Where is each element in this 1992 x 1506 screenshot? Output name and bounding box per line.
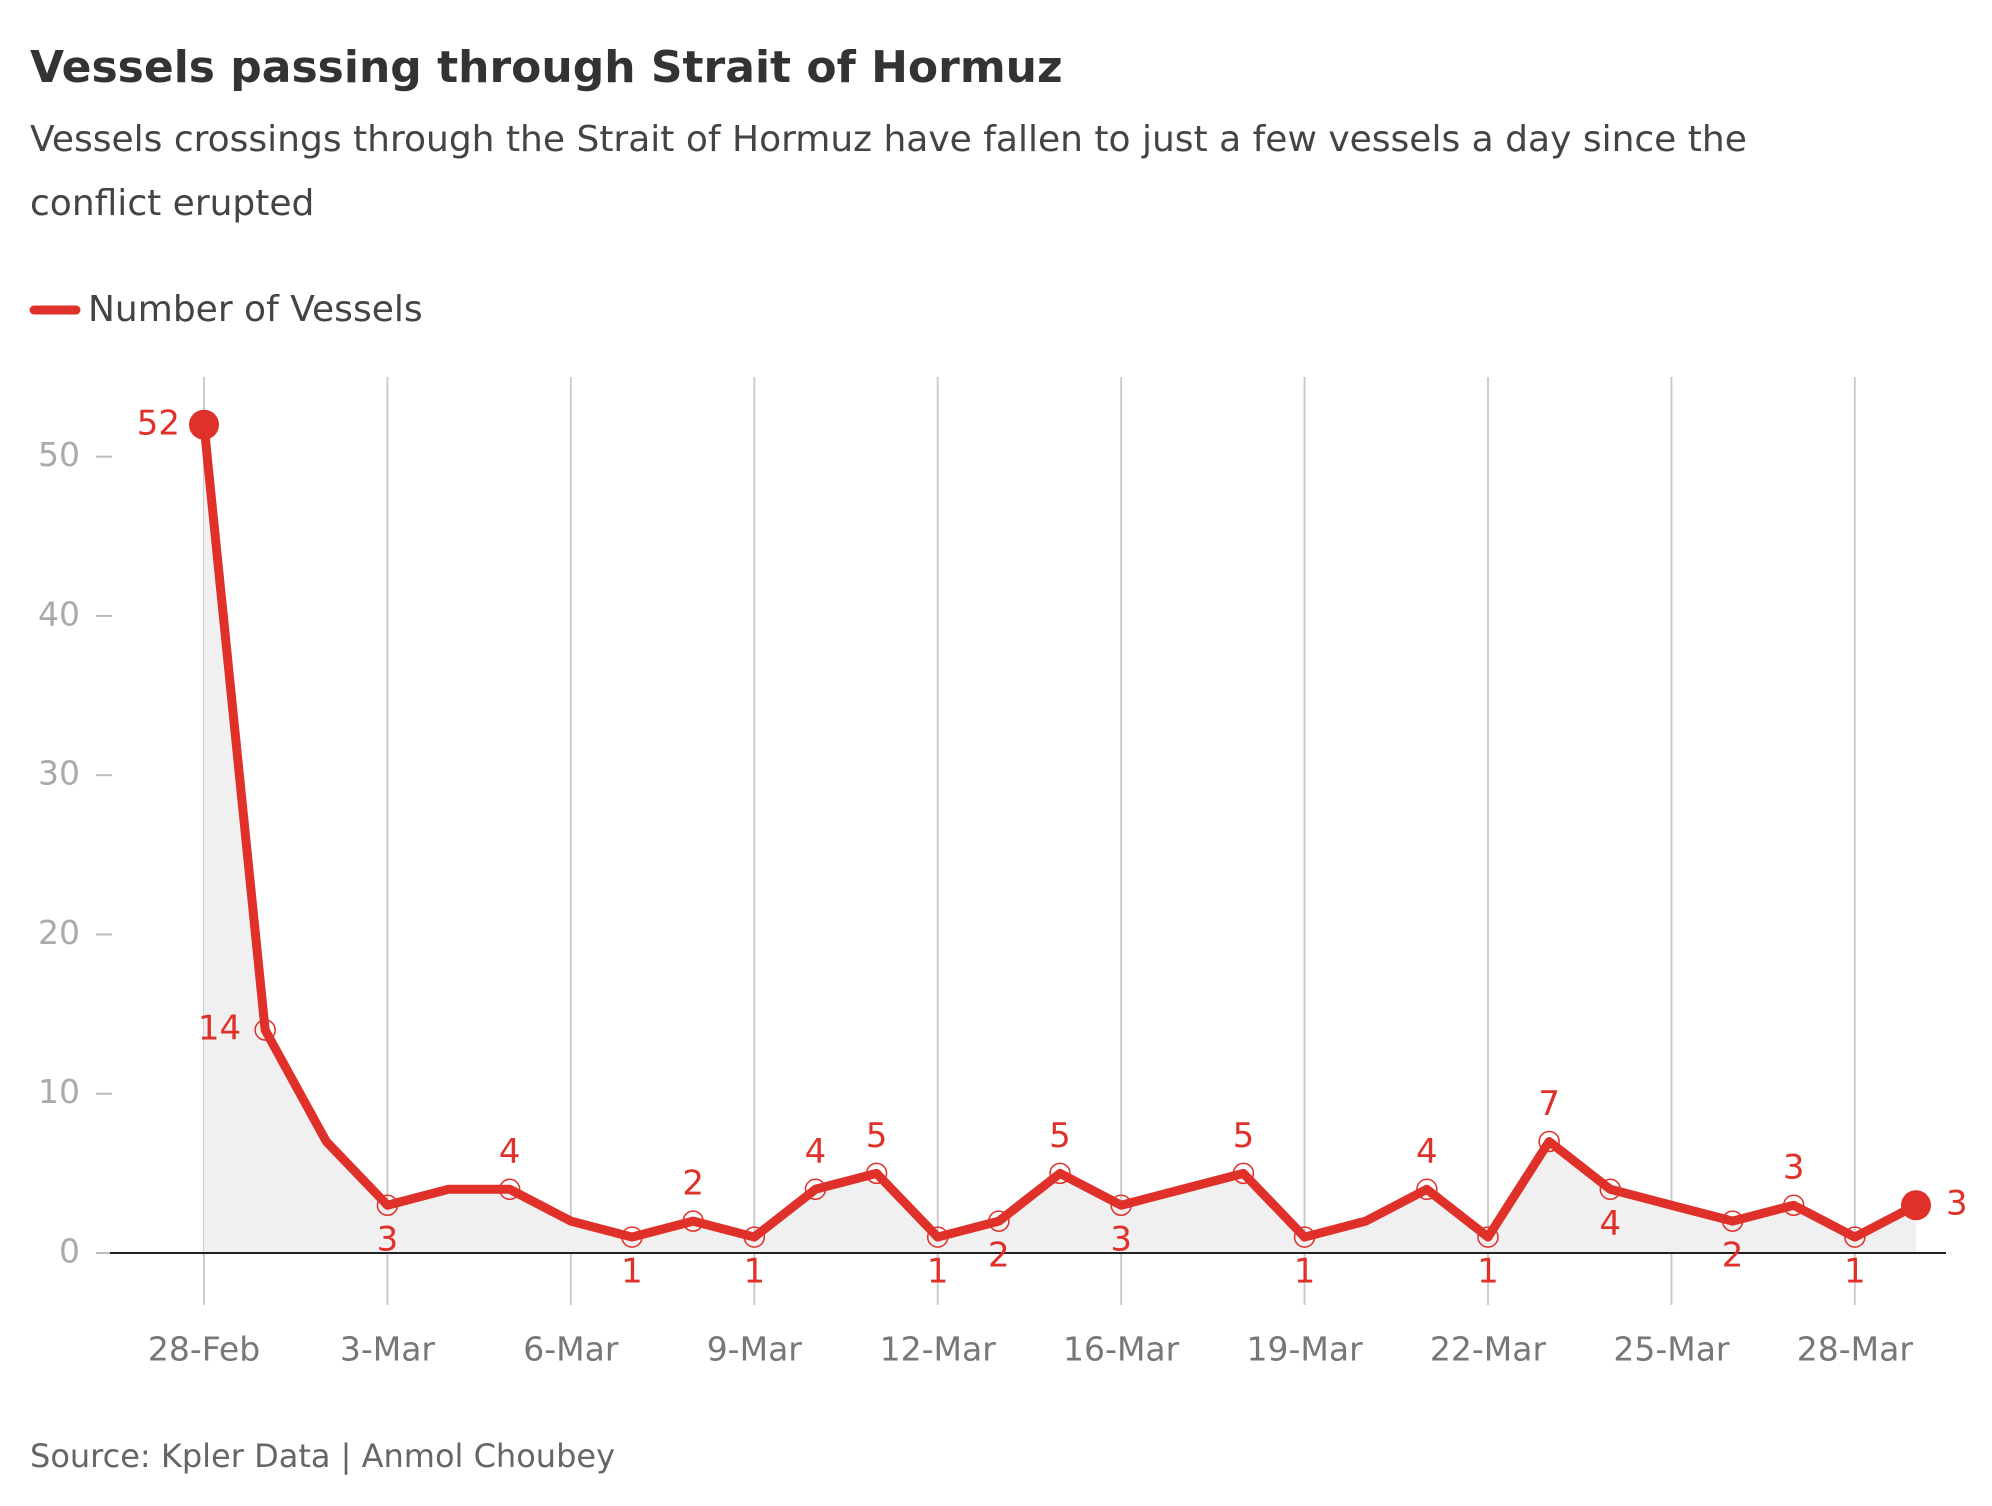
point bbox=[804, 1178, 827, 1201]
point bbox=[1901, 1190, 1931, 1221]
point bbox=[1782, 1194, 1805, 1216]
point bbox=[1844, 1226, 1866, 1248]
value-label: 2 bbox=[988, 1236, 1010, 1276]
y-tick-label: 0 bbox=[59, 1232, 80, 1271]
value-label: 4 bbox=[1599, 1204, 1621, 1244]
value-label: 1 bbox=[743, 1252, 765, 1292]
source: Source: Kpler Data | Anmol Choubey bbox=[30, 1437, 615, 1475]
chart-subtitle: conflict erupted bbox=[30, 183, 314, 224]
point bbox=[621, 1226, 643, 1248]
value-label: 5 bbox=[1049, 1116, 1071, 1156]
point bbox=[1293, 1226, 1316, 1248]
chart-subtitle: Vessels crossings through the Strait of … bbox=[30, 119, 1747, 160]
value-label: 1 bbox=[1294, 1252, 1316, 1292]
point bbox=[865, 1162, 888, 1185]
value-label: 1 bbox=[1477, 1252, 1499, 1292]
value-label: 3 bbox=[1783, 1148, 1805, 1188]
point bbox=[682, 1210, 704, 1232]
point bbox=[1110, 1194, 1132, 1216]
value-label: 1 bbox=[927, 1252, 949, 1292]
y-tick-label: 20 bbox=[38, 913, 80, 952]
point bbox=[1538, 1130, 1560, 1153]
value-label: 1 bbox=[1844, 1252, 1866, 1292]
point bbox=[1477, 1226, 1499, 1248]
value-label: 14 bbox=[198, 1009, 241, 1049]
legend-label: Number of Vessels bbox=[88, 289, 423, 330]
y-tick-label: 30 bbox=[38, 754, 80, 793]
point bbox=[988, 1210, 1010, 1232]
point bbox=[376, 1194, 399, 1216]
value-label: 3 bbox=[1110, 1220, 1132, 1260]
value-label: 4 bbox=[1416, 1132, 1438, 1172]
value-label: 3 bbox=[377, 1220, 399, 1260]
x-tick-label: 12-Mar bbox=[880, 1330, 997, 1369]
point bbox=[189, 409, 219, 440]
value-label: 1 bbox=[621, 1252, 643, 1292]
point bbox=[1232, 1162, 1255, 1185]
y-tick-label: 40 bbox=[38, 594, 80, 633]
x-tick-label: 25-Mar bbox=[1613, 1330, 1730, 1369]
point bbox=[926, 1226, 949, 1248]
point bbox=[1416, 1178, 1438, 1201]
line bbox=[199, 424, 1919, 1242]
y-tick-label: 50 bbox=[38, 435, 80, 474]
chart-title: Vessels passing through Strait of Hormuz bbox=[30, 42, 1063, 93]
value-label: 3 bbox=[1946, 1184, 1968, 1224]
point bbox=[254, 1019, 276, 1041]
x-tick-label: 19-Mar bbox=[1246, 1330, 1363, 1369]
value-label: 52 bbox=[137, 403, 180, 443]
value-label: 2 bbox=[682, 1164, 704, 1204]
value-label: 2 bbox=[1722, 1236, 1744, 1276]
point bbox=[498, 1178, 521, 1201]
value-label: 4 bbox=[805, 1132, 827, 1172]
point bbox=[1721, 1210, 1744, 1232]
x-tick-label: 28-Mar bbox=[1797, 1330, 1914, 1369]
value-label: 4 bbox=[499, 1132, 521, 1172]
x-tick-label: 16-Mar bbox=[1063, 1330, 1180, 1369]
y-tick-label: 10 bbox=[38, 1072, 80, 1111]
value-label: 5 bbox=[1233, 1116, 1255, 1156]
point bbox=[1049, 1162, 1071, 1185]
x-tick-label: 22-Mar bbox=[1430, 1330, 1547, 1369]
point bbox=[743, 1226, 766, 1248]
x-tick-label: 3-Mar bbox=[340, 1330, 436, 1369]
value-label: 7 bbox=[1538, 1084, 1560, 1124]
value-label: 5 bbox=[866, 1116, 888, 1156]
x-tick-label: 9-Mar bbox=[707, 1330, 803, 1369]
x-tick-label: 28-Feb bbox=[148, 1330, 260, 1369]
x-tick-label: 6-Mar bbox=[523, 1330, 619, 1369]
point bbox=[1599, 1178, 1622, 1201]
